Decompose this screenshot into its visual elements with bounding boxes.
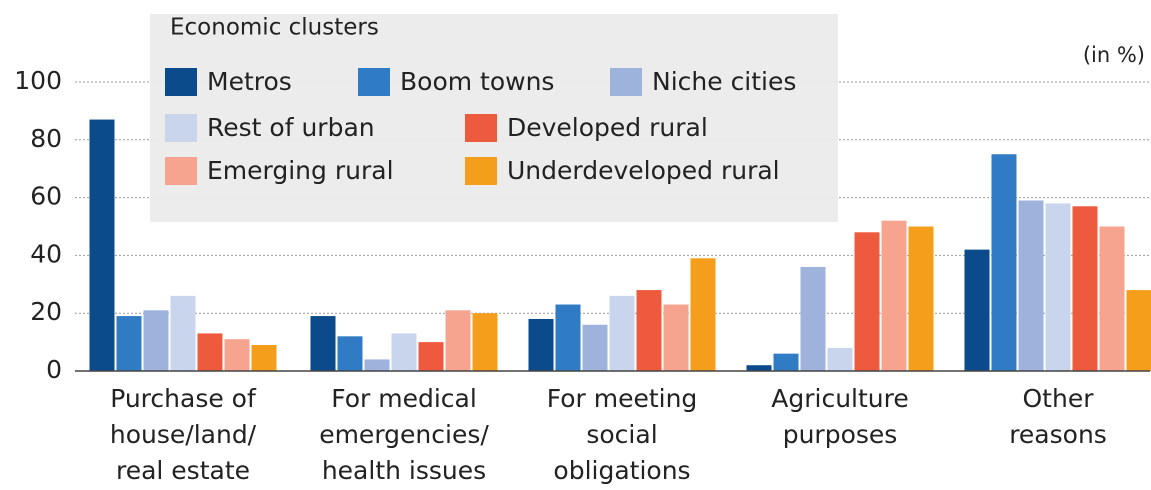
legend-label: Rest of urban <box>207 113 375 142</box>
unit-label: (in %) <box>1083 43 1145 67</box>
x-tick-label: Agriculture <box>771 384 909 413</box>
bar <box>881 220 907 371</box>
bar <box>690 258 716 371</box>
legend-label: Developed rural <box>507 113 708 142</box>
bar <box>636 290 662 371</box>
bar <box>364 359 390 371</box>
bar <box>991 154 1017 371</box>
x-tick-label: emergencies/ <box>319 420 489 449</box>
legend-label: Metros <box>207 67 292 96</box>
bar <box>609 295 635 371</box>
bar <box>582 324 608 371</box>
bar <box>116 316 142 371</box>
x-tick-label: real estate <box>116 456 250 485</box>
legend-label: Boom towns <box>400 67 554 96</box>
legend-swatch <box>610 68 642 96</box>
x-tick-label: For meeting <box>547 384 698 413</box>
x-tick-label: Other <box>1023 384 1095 413</box>
legend-title: Economic clusters <box>170 15 379 41</box>
y-tick-label: 20 <box>30 297 62 326</box>
x-tick-label: purposes <box>783 420 898 449</box>
legend-swatch <box>165 68 197 96</box>
bar <box>528 318 554 371</box>
bar <box>773 353 799 371</box>
x-tick-label: obligations <box>553 456 690 485</box>
x-tick-label: Purchase of <box>110 384 257 413</box>
bar <box>1126 290 1151 371</box>
bar <box>964 249 990 371</box>
y-tick-label: 60 <box>30 182 62 211</box>
bar <box>224 339 250 371</box>
x-tick-label: house/land/ <box>110 420 257 449</box>
bar <box>746 365 772 371</box>
bar <box>170 295 196 371</box>
bar <box>1018 200 1044 371</box>
bar <box>1099 226 1125 371</box>
bar <box>908 226 934 371</box>
bar <box>197 333 223 371</box>
bar <box>337 336 363 371</box>
y-tick-label: 80 <box>30 124 62 153</box>
legend-swatch <box>465 114 497 142</box>
x-tick-label: For medical <box>331 384 477 413</box>
bar <box>663 304 689 371</box>
bar <box>418 342 444 371</box>
x-tick-label: reasons <box>1009 420 1107 449</box>
legend-swatch <box>165 114 197 142</box>
legend-label: Niche cities <box>652 67 796 96</box>
bar <box>89 119 115 371</box>
bar <box>445 310 471 371</box>
bar <box>472 313 498 371</box>
bar <box>555 304 581 371</box>
x-tick-label: health issues <box>322 456 486 485</box>
bar <box>251 344 277 371</box>
x-tick-label: social <box>586 420 657 449</box>
legend-label: Underdeveloped rural <box>507 156 780 185</box>
bar <box>800 266 826 371</box>
bar <box>391 333 417 371</box>
legend-label: Emerging rural <box>207 156 394 185</box>
bar <box>854 232 880 371</box>
bar <box>1072 206 1098 371</box>
bar <box>143 310 169 371</box>
bar <box>310 316 336 371</box>
y-tick-label: 40 <box>30 239 62 268</box>
legend-swatch <box>358 68 390 96</box>
y-tick-label: 100 <box>14 66 62 95</box>
y-tick-label: 0 <box>46 355 62 384</box>
bar <box>1045 203 1071 371</box>
bar <box>827 347 853 371</box>
legend-swatch <box>165 157 197 185</box>
legend-swatch <box>465 157 497 185</box>
